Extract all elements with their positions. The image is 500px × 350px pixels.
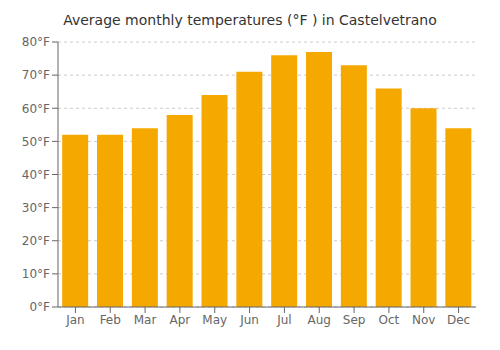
svg-text:Mar: Mar [134,313,157,327]
svg-text:10°F: 10°F [22,267,50,281]
svg-text:30°F: 30°F [22,201,50,215]
svg-text:20°F: 20°F [22,234,50,248]
svg-text:60°F: 60°F [22,102,50,116]
svg-text:Oct: Oct [379,313,400,327]
html-text:Average monthly temperatures (: Average monthly temperatures (°F ) in Ca… [63,12,437,28]
svg-text:Feb: Feb [100,313,121,327]
svg-text:Sep: Sep [343,313,366,327]
svg-text:70°F: 70°F [22,68,50,82]
svg-text:0°F: 0°F [29,300,50,314]
svg-text:Aug: Aug [308,313,331,327]
svg-text:80°F: 80°F [22,35,50,49]
svg-text:Nov: Nov [412,313,435,327]
svg-text:40°F: 40°F [22,168,50,182]
svg-text:Dec: Dec [447,313,470,327]
svg-text:May: May [202,313,227,327]
svg-text:Jan: Jan [65,313,85,327]
svg-text:50°F: 50°F [22,135,50,149]
svg-text:Apr: Apr [170,313,191,327]
svg-text:Jul: Jul [276,313,291,327]
svg-text:Jun: Jun [239,313,259,327]
